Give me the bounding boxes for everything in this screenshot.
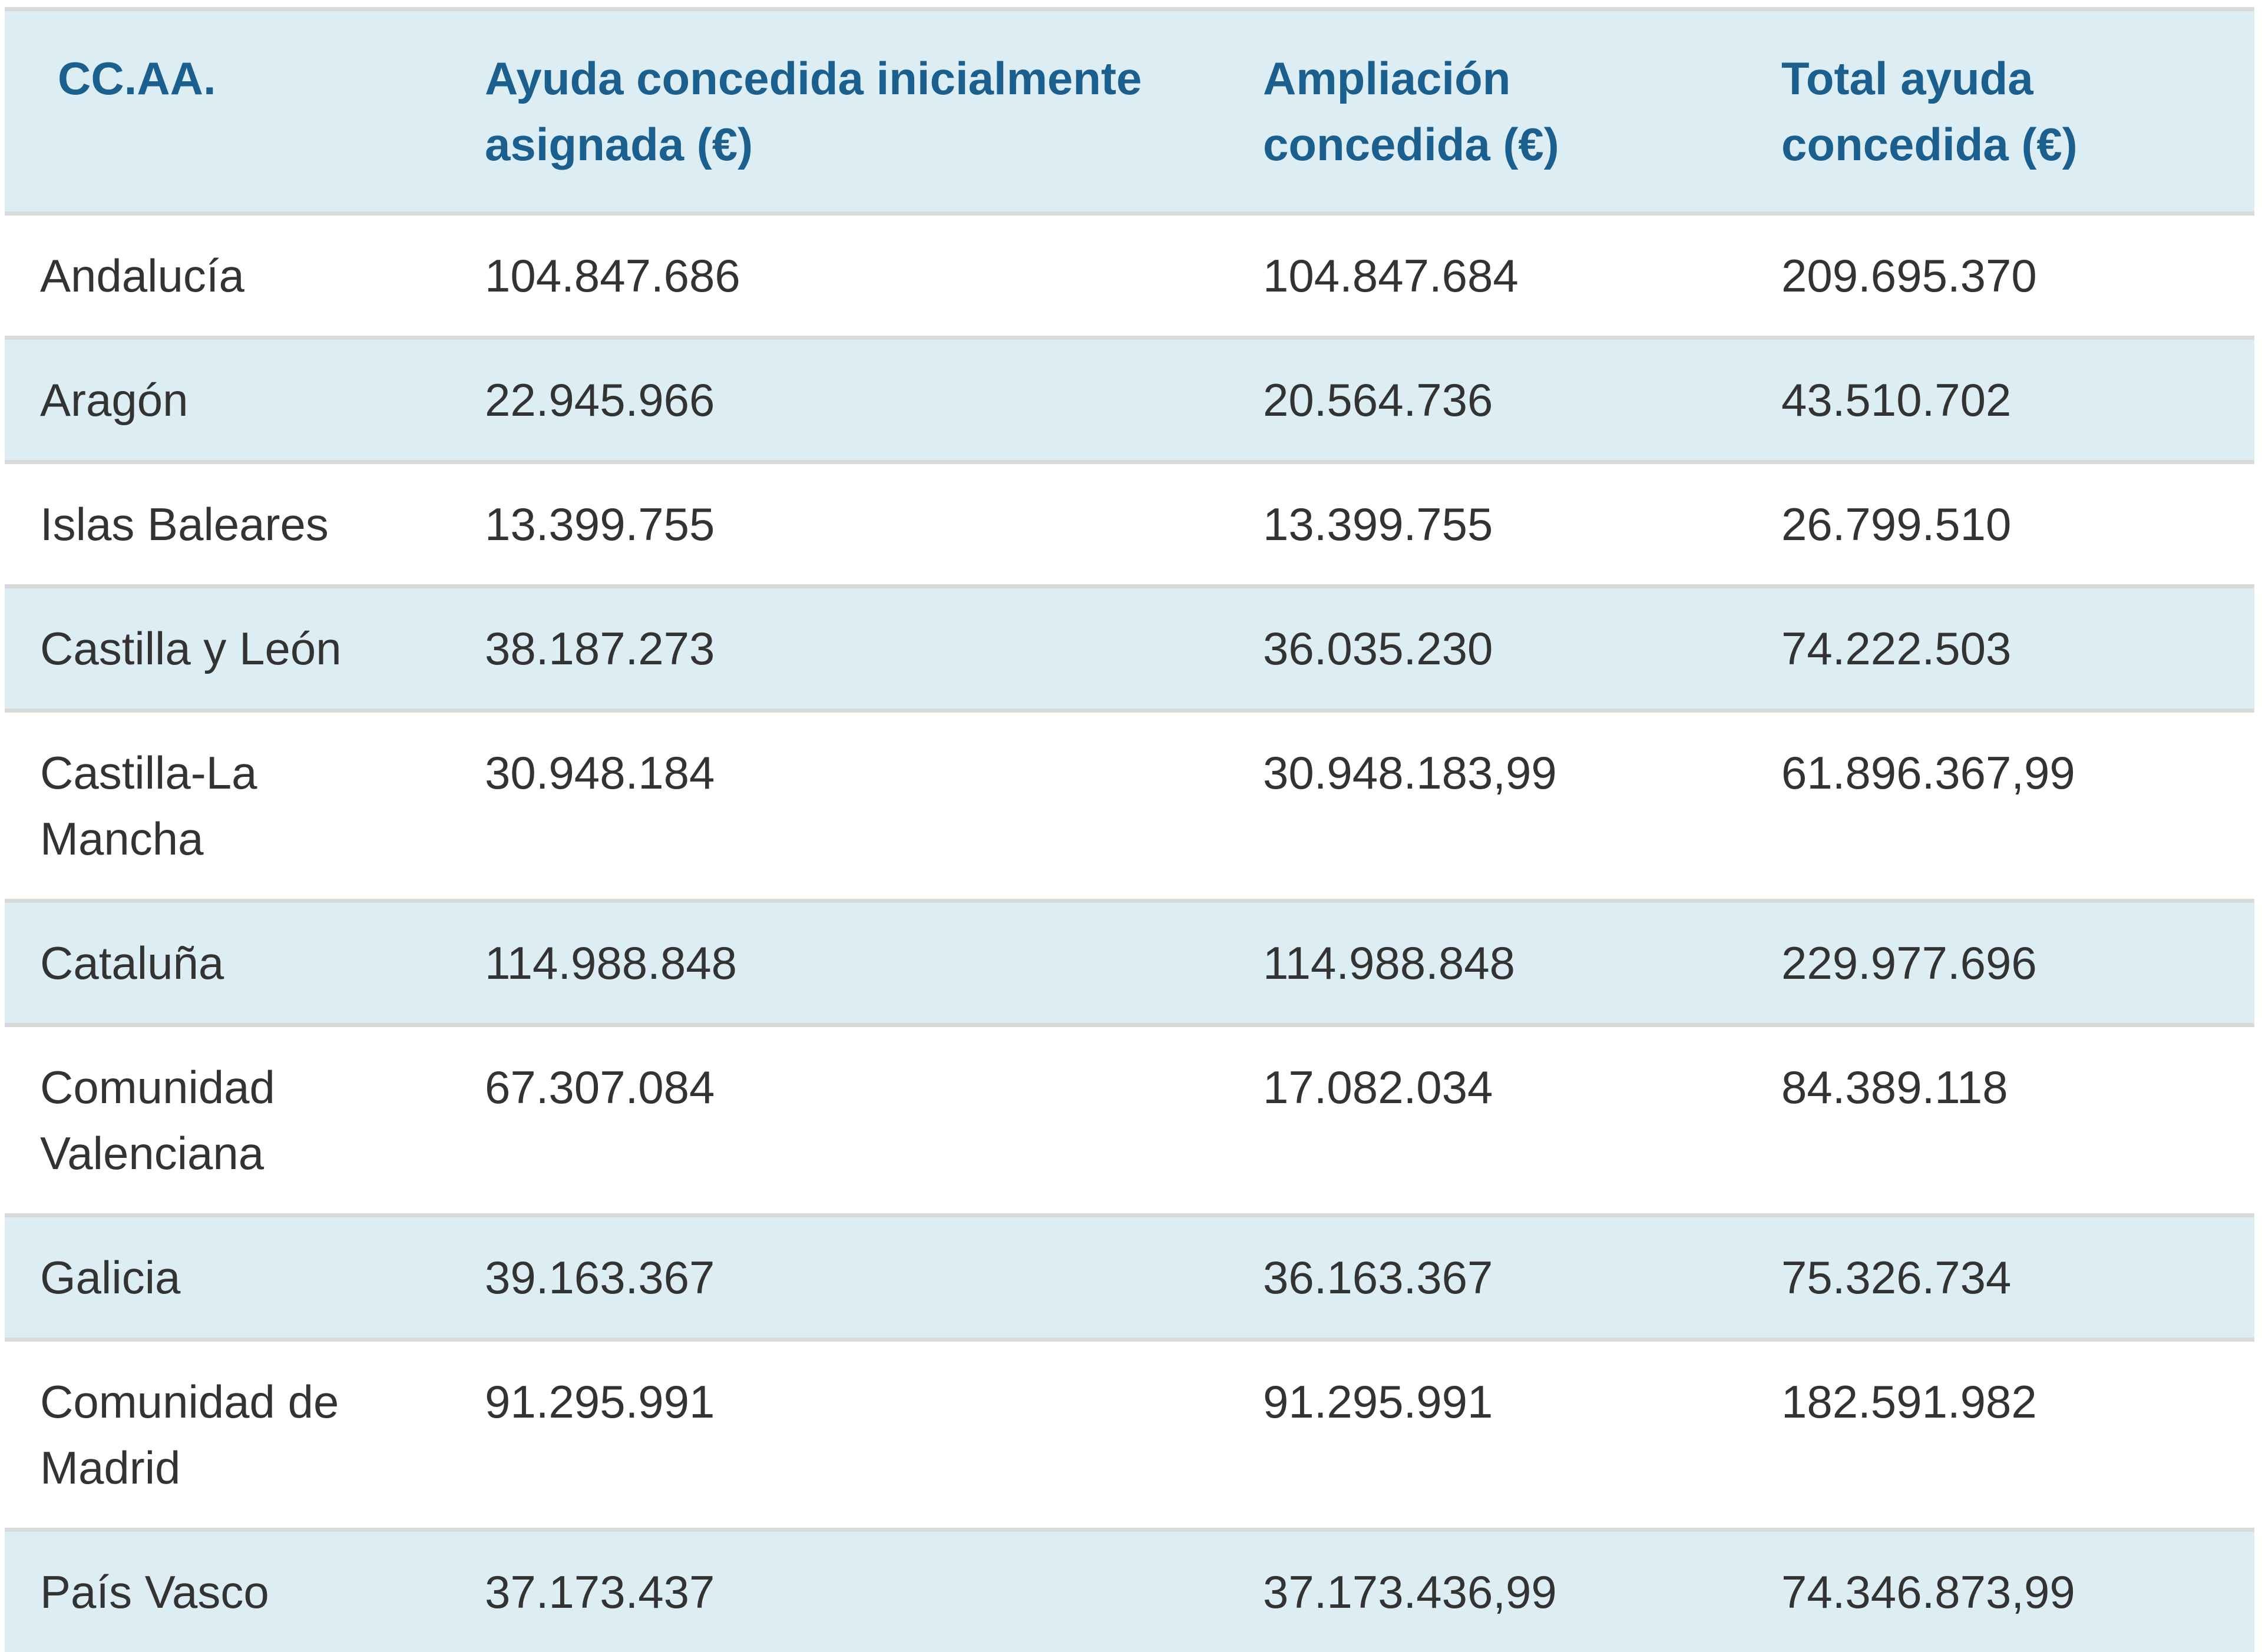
cell-ccaa: Castilla-La Mancha bbox=[5, 711, 449, 901]
cell-total: 182.591.982 bbox=[1746, 1340, 2254, 1530]
regional-aid-table: CC.AA. Ayuda concedida inicialmente asig… bbox=[5, 7, 2254, 1652]
header-total: Total ayuda concedida (€) bbox=[1746, 9, 2254, 214]
cell-ccaa: Islas Baleares bbox=[5, 462, 449, 587]
cell-ampliacion: 104.847.684 bbox=[1228, 214, 1746, 338]
cell-total: 74.346.873,99 bbox=[1746, 1530, 2254, 1652]
cell-total: 209.695.370 bbox=[1746, 214, 2254, 338]
cell-ampliacion: 36.163.367 bbox=[1228, 1216, 1746, 1340]
header-ayuda-inicial: Ayuda concedida inicialmente asignada (€… bbox=[449, 9, 1228, 214]
cell-inicial: 39.163.367 bbox=[449, 1216, 1228, 1340]
cell-ampliacion: 36.035.230 bbox=[1228, 587, 1746, 711]
cell-total: 74.222.503 bbox=[1746, 587, 2254, 711]
cell-ccaa: Comunidad Valenciana bbox=[5, 1025, 449, 1216]
cell-ccaa: Galicia bbox=[5, 1216, 449, 1340]
cell-inicial: 13.399.755 bbox=[449, 462, 1228, 587]
cell-ccaa: Aragón bbox=[5, 338, 449, 462]
cell-ampliacion: 91.295.991 bbox=[1228, 1340, 1746, 1530]
cell-ampliacion: 30.948.183,99 bbox=[1228, 711, 1746, 901]
cell-ampliacion: 20.564.736 bbox=[1228, 338, 1746, 462]
cell-inicial: 37.173.437 bbox=[449, 1530, 1228, 1652]
cell-total: 75.326.734 bbox=[1746, 1216, 2254, 1340]
cell-total: 61.896.367,99 bbox=[1746, 711, 2254, 901]
cell-ampliacion: 114.988.848 bbox=[1228, 901, 1746, 1025]
cell-total: 229.977.696 bbox=[1746, 901, 2254, 1025]
cell-inicial: 38.187.273 bbox=[449, 587, 1228, 711]
cell-ccaa: Cataluña bbox=[5, 901, 449, 1025]
cell-ccaa: Andalucía bbox=[5, 214, 449, 338]
cell-inicial: 22.945.966 bbox=[449, 338, 1228, 462]
cell-inicial: 104.847.686 bbox=[449, 214, 1228, 338]
cell-inicial: 67.307.084 bbox=[449, 1025, 1228, 1216]
cell-inicial: 30.948.184 bbox=[449, 711, 1228, 901]
cell-inicial: 114.988.848 bbox=[449, 901, 1228, 1025]
cell-inicial: 91.295.991 bbox=[449, 1340, 1228, 1530]
cell-ccaa: Castilla y León bbox=[5, 587, 449, 711]
cell-ampliacion: 37.173.436,99 bbox=[1228, 1530, 1746, 1652]
header-ampliacion: Ampliación concedida (€) bbox=[1228, 9, 1746, 214]
cell-ccaa: Comunidad de Madrid bbox=[5, 1340, 449, 1530]
cell-total: 43.510.702 bbox=[1746, 338, 2254, 462]
table-header-row: CC.AA. Ayuda concedida inicialmente asig… bbox=[5, 9, 2254, 214]
cell-ampliacion: 13.399.755 bbox=[1228, 462, 1746, 587]
cell-total: 84.389.118 bbox=[1746, 1025, 2254, 1216]
cell-ampliacion: 17.082.034 bbox=[1228, 1025, 1746, 1216]
cell-total: 26.799.510 bbox=[1746, 462, 2254, 587]
header-ccaa: CC.AA. bbox=[5, 9, 449, 214]
cell-ccaa: País Vasco bbox=[5, 1530, 449, 1652]
